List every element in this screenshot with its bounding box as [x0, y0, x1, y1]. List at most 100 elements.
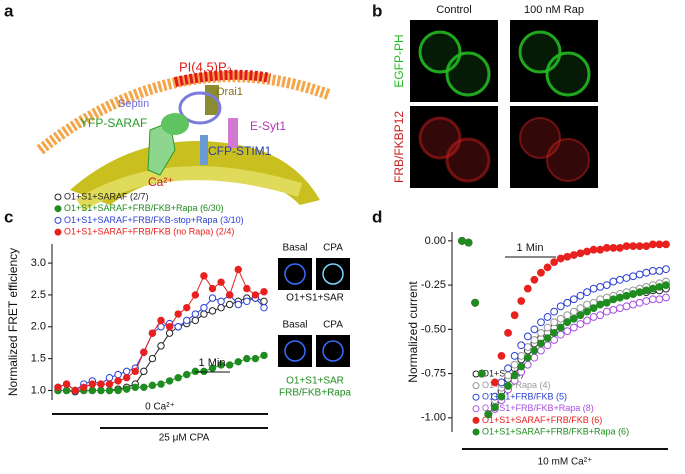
y-tick-label: 2.5	[31, 289, 46, 301]
data-point	[622, 242, 631, 251]
data-point	[477, 369, 486, 378]
data-point	[174, 323, 182, 331]
label: Septin	[118, 98, 149, 110]
data-point	[148, 381, 157, 390]
data-point	[523, 360, 532, 369]
bar-label: 25 μM CPA	[159, 433, 210, 444]
data-point	[165, 323, 174, 331]
esyt	[228, 118, 238, 148]
data-point	[200, 367, 208, 376]
er-lumen	[76, 166, 303, 211]
inset-image	[278, 335, 312, 367]
data-point	[596, 245, 605, 254]
data-point	[622, 302, 631, 311]
legend-marker	[472, 382, 480, 390]
data-point	[556, 323, 565, 332]
data-point	[563, 327, 572, 336]
data-point	[114, 386, 122, 395]
cell	[545, 51, 591, 97]
data-point	[148, 329, 157, 337]
y-axis-label: Normalized FRET efficiency	[6, 248, 20, 396]
inset-caption: O1+S1+SAR	[286, 376, 344, 387]
data-point	[616, 244, 624, 252]
data-point	[648, 295, 657, 304]
data-point	[642, 268, 651, 277]
panel-label: a	[4, 1, 14, 20]
legend-label: O1+S1+SARAF+FRB/FKB (6)	[482, 415, 602, 425]
bar-label: 10 mM Ca²⁺	[538, 457, 593, 468]
data-point	[234, 265, 242, 274]
data-point	[191, 310, 200, 318]
data-point	[200, 272, 208, 280]
data-point	[609, 244, 618, 252]
data-point	[165, 329, 174, 337]
data-point	[556, 254, 565, 263]
legend-marker	[472, 416, 480, 424]
data-point	[243, 284, 251, 293]
data-point	[504, 328, 512, 337]
diagram: PI(4,5)P₂ Orai1 Septin YFP-SARAF E-Syt1 …	[36, 59, 332, 211]
legend-marker	[54, 228, 62, 236]
row-label: EGFP-PH	[392, 34, 406, 87]
inset-image	[316, 335, 350, 367]
y-tick-label: 1.0	[31, 384, 46, 396]
data-point	[251, 291, 260, 299]
data-point	[523, 353, 532, 362]
data-point	[131, 383, 139, 391]
data-point	[183, 303, 191, 312]
data-point	[655, 282, 664, 291]
data-point	[523, 284, 532, 293]
scale-bar-label: 1 Min	[199, 357, 226, 369]
y-tick-label: -0.75	[421, 367, 446, 379]
cell	[445, 51, 491, 97]
column-label: Control	[436, 4, 471, 16]
data-point	[655, 295, 664, 304]
data-point	[131, 367, 139, 376]
data-point	[602, 281, 611, 289]
data-point	[602, 298, 611, 307]
y-tick-label: -1.00	[421, 412, 446, 424]
y-tick-label: -0.50	[421, 323, 446, 335]
data-point	[504, 364, 512, 373]
label: CFP-STIM1	[208, 144, 272, 158]
data-point	[530, 336, 539, 344]
data-point	[543, 263, 552, 272]
inset-label: Basal	[282, 320, 307, 331]
data-point	[635, 298, 644, 307]
data-point	[576, 291, 585, 300]
data-point	[569, 251, 578, 259]
inset-cell	[284, 340, 306, 362]
legend-label: O1+S1 (4)	[482, 368, 524, 378]
panel-label: c	[4, 207, 13, 226]
data-point	[517, 351, 526, 360]
data-point	[217, 278, 225, 286]
data-point	[260, 297, 268, 306]
data-point	[122, 367, 131, 376]
label: Ca²⁺	[148, 175, 174, 189]
data-point	[530, 353, 539, 362]
label: PI(4,5)P₂	[179, 59, 232, 74]
data-point	[589, 245, 598, 254]
data-point	[105, 380, 114, 388]
label: Orai1	[216, 86, 243, 98]
legend-marker	[54, 205, 62, 213]
legend-label: O1+S1+SARAF+FRB/FKB (no Rapa) (2/4)	[64, 226, 234, 236]
data-point	[563, 318, 572, 327]
data-point	[602, 244, 611, 252]
data-point	[243, 354, 251, 363]
data-point	[609, 295, 618, 304]
data-point	[537, 328, 545, 337]
label: E-Syt1	[250, 119, 286, 133]
data-point	[208, 284, 217, 293]
data-point	[622, 274, 631, 282]
data-point	[576, 304, 585, 313]
data-point	[497, 378, 506, 387]
data-point	[191, 316, 200, 325]
data-point	[504, 382, 512, 390]
data-point	[616, 304, 624, 313]
data-point	[234, 300, 242, 309]
legend-label: O1+S1+FRB/FKB (5)	[482, 392, 567, 402]
data-point	[174, 310, 182, 318]
inset-image	[278, 258, 312, 290]
data-point	[635, 242, 644, 251]
